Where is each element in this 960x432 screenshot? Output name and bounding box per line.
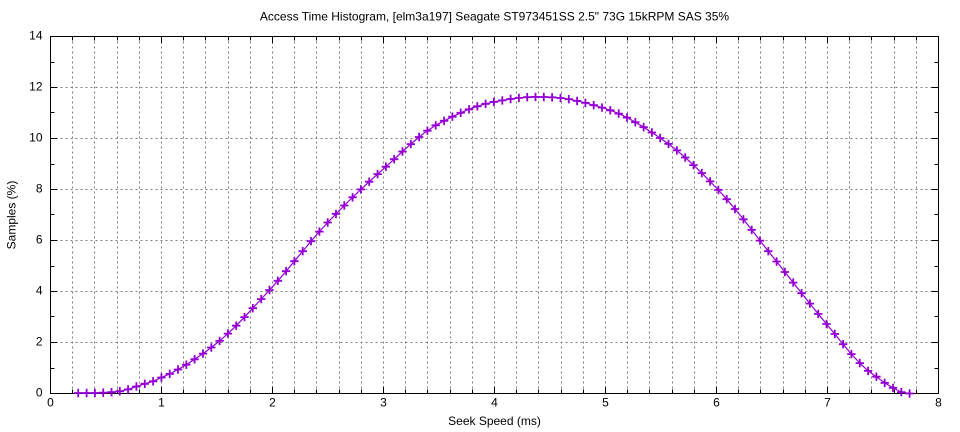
svg-text:5: 5 xyxy=(602,396,609,410)
svg-text:12: 12 xyxy=(29,79,43,93)
svg-text:Access Time Histogram, [elm3a1: Access Time Histogram, [elm3a197] Seagat… xyxy=(260,10,729,24)
svg-text:0: 0 xyxy=(36,385,43,399)
svg-text:8: 8 xyxy=(36,181,43,195)
svg-text:4: 4 xyxy=(36,283,43,297)
svg-text:6: 6 xyxy=(713,396,720,410)
svg-text:Samples (%): Samples (%) xyxy=(5,181,19,250)
svg-text:Seek Speed (ms): Seek Speed (ms) xyxy=(448,414,541,428)
svg-text:4: 4 xyxy=(491,396,498,410)
svg-text:6: 6 xyxy=(36,232,43,246)
svg-text:10: 10 xyxy=(29,130,43,144)
svg-text:14: 14 xyxy=(29,28,43,42)
svg-text:2: 2 xyxy=(269,396,276,410)
svg-text:7: 7 xyxy=(824,396,831,410)
svg-text:0: 0 xyxy=(47,396,54,410)
svg-text:2: 2 xyxy=(36,334,43,348)
svg-text:1: 1 xyxy=(158,396,165,410)
svg-text:3: 3 xyxy=(380,396,387,410)
svg-text:8: 8 xyxy=(935,396,942,410)
